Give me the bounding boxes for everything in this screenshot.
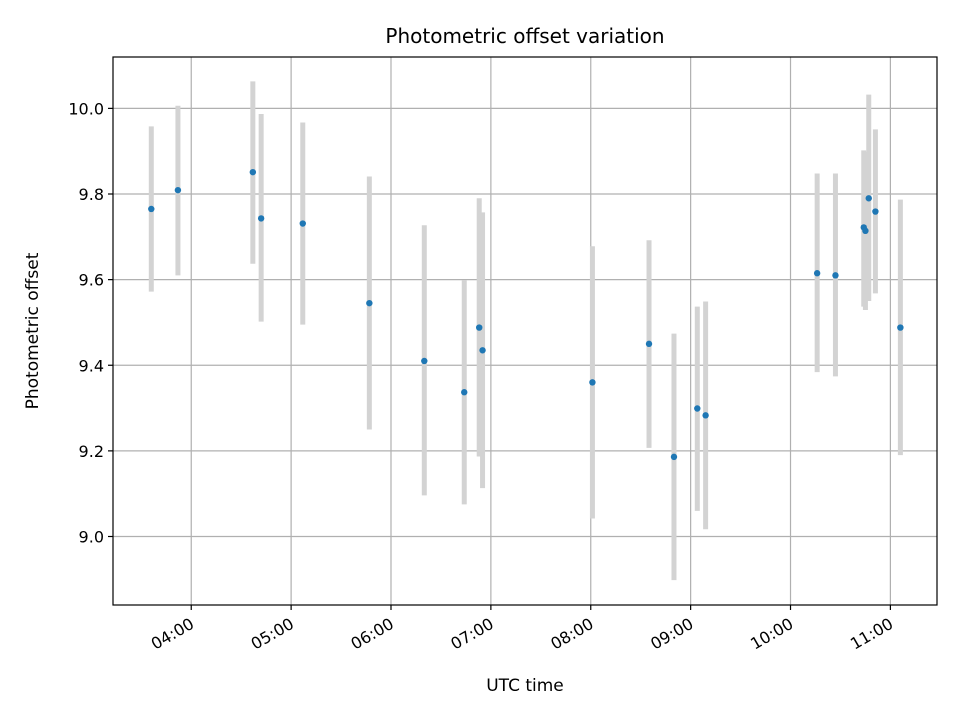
y-tick-label: 9.6	[79, 271, 104, 290]
data-point	[813, 270, 821, 277]
data-point	[421, 357, 428, 365]
data-point	[872, 208, 879, 215]
y-tick-label: 9.8	[79, 185, 104, 204]
y-tick-label: 9.2	[79, 442, 104, 461]
y-tick-label: 10.0	[68, 99, 104, 118]
grid	[113, 57, 937, 605]
data-point	[897, 324, 904, 331]
data-point	[479, 347, 486, 354]
plot-frame	[112, 56, 938, 606]
data-point	[694, 405, 701, 412]
y-tick-label: 9.0	[79, 528, 104, 547]
data-point	[476, 324, 483, 331]
y-axis-label: Photometric offset	[23, 252, 43, 409]
data-point	[645, 340, 653, 348]
data-point	[299, 220, 306, 227]
data-point	[461, 389, 468, 396]
data-point	[670, 453, 678, 461]
data-points	[148, 168, 904, 461]
data-point	[257, 215, 265, 222]
y-axis-ticks: 9.0 9.2 9.4 9.6 9.8 10.0	[68, 99, 113, 547]
x-axis-label: UTC time	[486, 676, 564, 696]
data-point	[174, 186, 182, 194]
data-point	[249, 168, 257, 176]
chart-title: Photometric offset variation	[385, 24, 664, 48]
data-point	[366, 299, 373, 307]
data-point	[589, 379, 596, 386]
data-point	[148, 205, 155, 213]
data-point	[702, 412, 709, 419]
y-tick-label: 9.4	[79, 356, 104, 375]
data-point	[862, 227, 869, 235]
data-point	[832, 272, 839, 279]
data-point	[865, 195, 872, 202]
